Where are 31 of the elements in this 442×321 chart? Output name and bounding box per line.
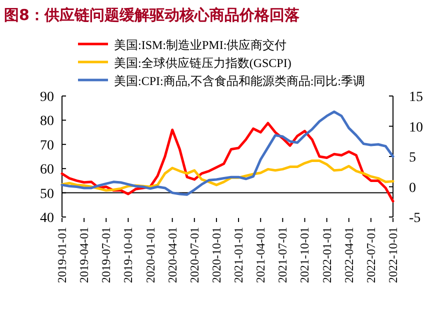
legend-label: 美国:CPI:商品,不含食品和能源类商品:同比:季调	[114, 74, 366, 88]
x-tick-label: 2021-10-01	[298, 227, 312, 283]
x-tick-label: 2019-04-01	[77, 227, 92, 283]
x-tick-label: 2021-04-01	[254, 227, 268, 283]
x-tick-label: 2020-10-01	[209, 227, 224, 283]
x-tick-label: 2022-10-01	[386, 227, 400, 283]
legend-label: 美国:ISM:制造业PMI:供应商交付	[114, 38, 287, 52]
x-tick-label: 2019-01-01	[55, 227, 69, 283]
legend-label: 美国:全球供应链压力指数(GSCPI)	[114, 56, 292, 70]
x-tick-label: 2022-01-01	[320, 227, 334, 283]
y2-tick-label: 5	[409, 150, 416, 166]
y2-tick-label: -5	[409, 211, 421, 226]
chart-title: 图8：供应链问题缓解驱动核心商品价格回落	[4, 6, 300, 24]
x-tick-label: 2020-07-01	[187, 227, 202, 283]
y2-tick-label: 10	[409, 120, 423, 136]
x-tick-label: 2019-10-01	[121, 227, 136, 283]
y-tick-label: 70	[40, 138, 54, 154]
x-tick-label: 2021-07-01	[276, 227, 290, 283]
y-tick-label: 80	[40, 114, 54, 130]
x-tick-label: 2020-04-01	[165, 227, 180, 283]
y-tick-label: 60	[40, 162, 54, 178]
y2-tick-label: 0	[409, 180, 416, 196]
x-tick-label: 2022-07-01	[364, 227, 378, 283]
x-tick-label: 2019-07-01	[99, 227, 114, 283]
y-tick-label: 90	[40, 90, 54, 105]
x-tick-label: 2021-01-01	[232, 227, 246, 283]
y-tick-label: 50	[40, 186, 54, 202]
y2-tick-label: 15	[409, 90, 423, 105]
y-tick-label: 40	[40, 211, 54, 226]
x-tick-label: 2022-04-01	[342, 227, 356, 283]
x-tick-label: 2020-01-01	[143, 227, 158, 283]
